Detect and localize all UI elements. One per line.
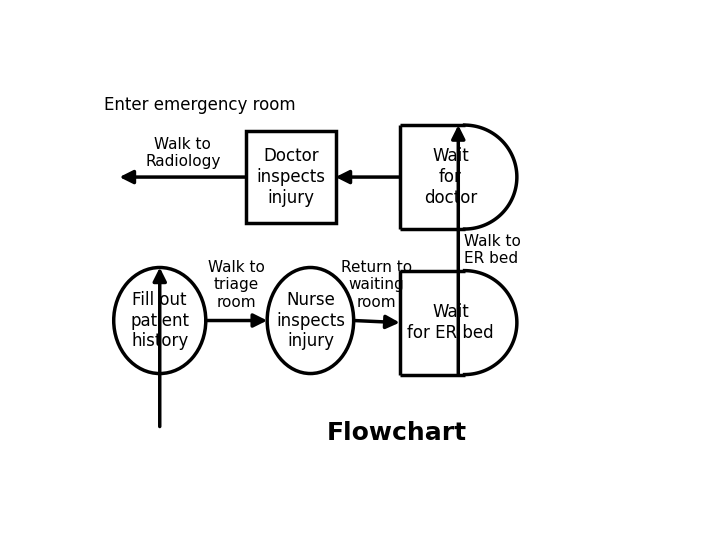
Text: Doctor
inspects
injury: Doctor inspects injury [256,147,325,207]
Text: Flowchart: Flowchart [327,421,467,445]
Text: Enter emergency room: Enter emergency room [104,96,296,114]
Bar [400,271,464,375]
Text: Walk to
triage
room: Walk to triage room [208,260,265,310]
Text: Walk to
ER bed: Walk to ER bed [464,234,521,266]
Ellipse shape [114,267,206,374]
Text: Nurse
inspects
injury: Nurse inspects injury [276,291,345,350]
Wedge shape [464,125,517,229]
Bar [400,125,464,229]
Text: Fill out
patient
history: Fill out patient history [130,291,189,350]
Ellipse shape [267,267,354,374]
Text: Walk to
Radiology: Walk to Radiology [145,137,220,170]
Text: Return to
waiting
room: Return to waiting room [341,260,413,310]
Text: Wait
for ER bed: Wait for ER bed [407,303,494,342]
Bar [246,131,336,223]
Wedge shape [464,271,517,375]
Text: Wait
for
doctor: Wait for doctor [424,147,477,207]
